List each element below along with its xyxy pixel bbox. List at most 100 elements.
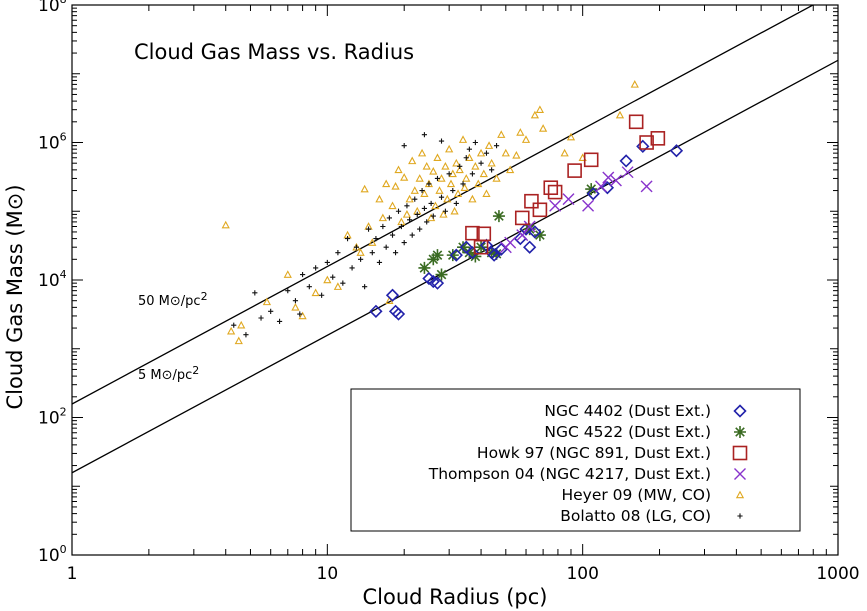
legend-marker bbox=[734, 426, 746, 438]
data-point bbox=[417, 148, 427, 157]
data-point bbox=[391, 182, 400, 190]
data-point bbox=[452, 158, 461, 167]
data-point bbox=[524, 193, 539, 209]
data-point bbox=[449, 248, 463, 262]
data-point bbox=[532, 202, 548, 218]
y-tick-label: 104 bbox=[38, 268, 67, 291]
series-3 bbox=[499, 166, 653, 254]
data-point bbox=[435, 268, 448, 281]
reference-line bbox=[72, 5, 815, 405]
y-tick-label: 100 bbox=[38, 543, 67, 566]
legend-label: NGC 4402 (Dust Ext.) bbox=[544, 402, 711, 420]
legend-label: NGC 4522 (Dust Ext.) bbox=[544, 423, 711, 441]
data-point bbox=[412, 196, 418, 202]
reference-line-label: 50 M⊙/pc2 bbox=[138, 290, 208, 309]
x-tick-label: 1000 bbox=[816, 564, 859, 584]
data-point bbox=[650, 131, 666, 146]
data-point bbox=[299, 271, 306, 278]
data-point bbox=[602, 171, 615, 184]
reference-lines bbox=[72, 5, 838, 474]
data-point bbox=[484, 141, 494, 149]
data-point bbox=[595, 180, 608, 193]
chart-title: Cloud Gas Mass vs. Radius bbox=[134, 40, 414, 64]
data-point bbox=[333, 282, 343, 290]
data-point bbox=[445, 144, 454, 153]
data-point bbox=[383, 244, 389, 250]
data-point bbox=[479, 169, 488, 178]
y-axis-title: Cloud Gas Mass (M⊙) bbox=[3, 184, 27, 409]
data-point bbox=[465, 225, 480, 241]
data-point bbox=[427, 213, 436, 222]
data-point bbox=[516, 229, 529, 242]
data-point bbox=[497, 130, 506, 138]
data-point bbox=[419, 187, 425, 194]
data-point bbox=[609, 174, 622, 187]
data-point bbox=[523, 240, 537, 254]
data-point bbox=[521, 135, 531, 143]
legend: NGC 4402 (Dust Ext.) NGC 4522 (Dust Ext.)… bbox=[350, 388, 801, 532]
data-point bbox=[262, 297, 272, 306]
data-point bbox=[431, 201, 440, 210]
data-point bbox=[380, 223, 386, 230]
data-point bbox=[414, 211, 420, 217]
series-5 bbox=[231, 132, 500, 338]
data-point bbox=[401, 239, 407, 246]
data-point bbox=[460, 183, 469, 191]
data-point bbox=[268, 308, 274, 314]
data-point bbox=[530, 110, 540, 119]
data-point bbox=[450, 187, 456, 194]
data-point bbox=[424, 219, 430, 225]
data-point bbox=[492, 174, 501, 182]
data-point bbox=[252, 290, 258, 296]
data-point bbox=[621, 166, 634, 179]
data-point bbox=[513, 231, 527, 246]
data-point bbox=[365, 226, 372, 232]
data-point bbox=[401, 143, 407, 149]
data-point bbox=[615, 110, 625, 119]
data-point bbox=[258, 315, 264, 321]
data-point bbox=[306, 284, 312, 290]
legend-marker bbox=[732, 445, 748, 461]
data-point bbox=[430, 276, 445, 290]
data-point bbox=[375, 194, 384, 203]
data-point bbox=[504, 236, 517, 249]
data-point bbox=[586, 187, 600, 201]
data-point bbox=[468, 194, 477, 203]
data-point bbox=[353, 244, 360, 250]
data-point bbox=[487, 248, 501, 262]
data-point bbox=[422, 161, 431, 170]
data-point bbox=[397, 217, 406, 226]
legend-box bbox=[350, 388, 801, 532]
data-point bbox=[636, 139, 650, 153]
data-point bbox=[450, 206, 459, 215]
data-point bbox=[388, 201, 397, 210]
data-point bbox=[535, 105, 545, 113]
data-point bbox=[431, 249, 444, 262]
legend-label: Howk 97 (NGC 891, Dust Ext.) bbox=[477, 444, 711, 462]
series-layer bbox=[221, 80, 684, 345]
data-point bbox=[319, 292, 325, 298]
data-point bbox=[433, 153, 442, 162]
data-point bbox=[523, 220, 536, 233]
tick-labels: 1 10 100 1000 100 102 104 106 108 bbox=[38, 0, 860, 584]
series-2 bbox=[465, 114, 666, 255]
data-point bbox=[528, 225, 542, 239]
legend-marker bbox=[735, 490, 745, 499]
data-point bbox=[395, 208, 402, 214]
data-point bbox=[405, 194, 414, 203]
data-point bbox=[455, 165, 464, 174]
data-point bbox=[402, 210, 412, 218]
data-point bbox=[523, 223, 536, 236]
x-axis-title: Cloud Radius (pc) bbox=[362, 585, 547, 609]
data-point bbox=[472, 139, 478, 146]
data-point bbox=[669, 144, 684, 158]
data-point bbox=[501, 148, 510, 157]
data-point bbox=[311, 288, 320, 297]
legend-marker bbox=[733, 404, 747, 418]
data-point bbox=[516, 128, 525, 136]
data-point bbox=[429, 167, 438, 175]
data-point bbox=[362, 284, 368, 290]
data-point bbox=[373, 236, 379, 242]
data-point bbox=[439, 210, 448, 218]
